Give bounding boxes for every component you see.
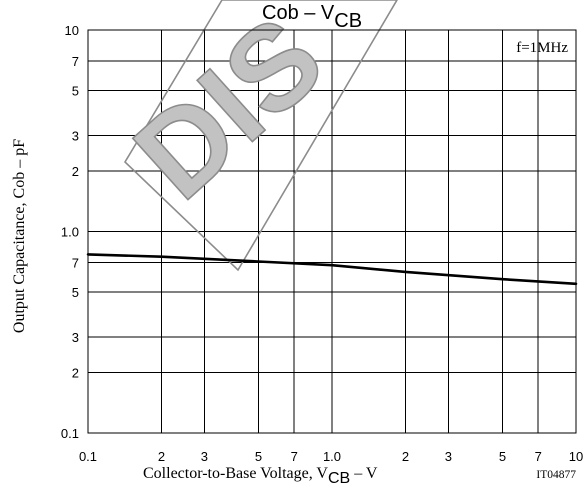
chart-title-text: Cob – V <box>262 2 335 24</box>
x-tick-label: 7 <box>535 449 542 464</box>
series-line-0 <box>86 253 578 286</box>
x-tick-label: 1.0 <box>323 449 341 464</box>
y-tick-label: 7 <box>72 54 79 69</box>
x-tick-label: 2 <box>158 449 165 464</box>
y-tick-label: 7 <box>72 256 79 271</box>
y-tick-label: 5 <box>72 84 79 99</box>
chart-title: Cob – VCB <box>262 2 362 32</box>
x-tick-label: 7 <box>291 449 298 464</box>
chart-title-subscript: CB <box>334 10 362 32</box>
x-tick-label: 3 <box>445 449 452 464</box>
frequency-annotation: f=1MHz <box>516 40 568 56</box>
y-tick-label: 10 <box>65 23 79 38</box>
watermark-band <box>123 0 398 272</box>
x-tick-label: 5 <box>255 449 262 464</box>
x-axis-label: Collector-to-Base Voltage, VCB – V <box>143 465 378 486</box>
y-tick-label: 0.1 <box>61 426 79 441</box>
x-axis-label-text: Collector-to-Base Voltage, V <box>143 465 328 482</box>
x-tick-label: 10 <box>569 449 583 464</box>
y-tick-labels: 10 7 5 3 2 1.0 7 5 3 2 0.1 <box>61 23 79 441</box>
y-tick-label: 5 <box>72 285 79 300</box>
watermark-text: DIS <box>110 0 348 224</box>
x-tick-label: 0.1 <box>79 449 97 464</box>
x-axis-label-suffix: – V <box>350 465 378 482</box>
y-tick-label: 3 <box>72 128 79 143</box>
gridlines <box>88 30 576 433</box>
y-tick-label: 1.0 <box>61 225 79 240</box>
y-tick-label: 2 <box>72 164 79 179</box>
y-tick-label: 3 <box>72 330 79 345</box>
series-group <box>86 253 578 286</box>
x-tick-labels: 0.1 2 3 5 7 1.0 2 3 5 7 10 <box>79 449 583 464</box>
figure-code: IT04877 <box>536 469 576 481</box>
y-axis-label: Output Capacitance, Cob – pF <box>11 139 28 333</box>
plot-frame <box>87 29 577 434</box>
y-tick-label: 2 <box>72 365 79 380</box>
x-tick-label: 2 <box>402 449 409 464</box>
x-tick-label: 5 <box>499 449 506 464</box>
x-tick-label: 3 <box>201 449 208 464</box>
x-axis-label-subscript: CB <box>328 470 350 486</box>
